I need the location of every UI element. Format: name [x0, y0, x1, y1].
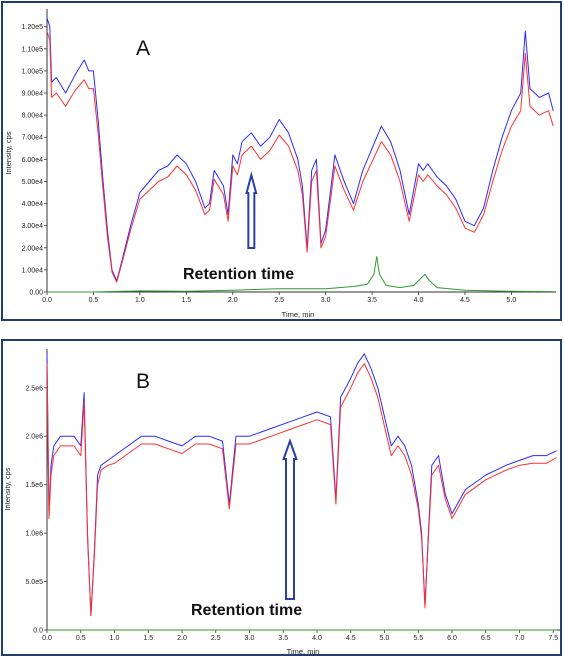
- x-tick-label: 6.0: [447, 635, 457, 642]
- y-tick-label: 1.20e5: [22, 24, 44, 31]
- y-tick-label: 5.0e5: [25, 579, 43, 586]
- x-tick-label: 6.5: [481, 635, 491, 642]
- x-tick-label: 3.5: [367, 297, 377, 304]
- chart-panel-b: B Retention time Time, min Intensity, cp…: [1, 339, 562, 656]
- x-tick-label: 4.5: [346, 635, 356, 642]
- y-tick-label: 3.00e4: [22, 223, 44, 230]
- y-tick-label: 7.00e4: [22, 135, 44, 142]
- y-axis-label-b: Intensity, cps: [3, 467, 12, 510]
- x-tick-label: 4.5: [460, 297, 470, 304]
- x-tick-label: 1.0: [135, 297, 145, 304]
- chart-b-svg: B Retention time Time, min Intensity, cp…: [3, 349, 560, 656]
- series-line-green-a: [47, 256, 554, 293]
- y-axis-label-a: Intensity, cps: [4, 131, 13, 174]
- y-tick-label: 0.00: [29, 290, 43, 297]
- y-tick-label: 1.5e6: [25, 482, 43, 489]
- x-tick-label: 5.0: [380, 635, 390, 642]
- x-tick-label: 3.0: [321, 297, 331, 304]
- panel-label-b: B: [136, 370, 150, 393]
- x-tick-label: 7.0: [515, 635, 525, 642]
- x-tick-label: 4.0: [414, 297, 424, 304]
- panel-label-a: A: [136, 37, 150, 60]
- x-tick-label: 5.5: [413, 635, 423, 642]
- x-tick-label: 0.5: [76, 635, 86, 642]
- chart-a-svg: A Retention time Time, min Intensity, cp…: [4, 9, 556, 319]
- series-line-red-b: [46, 363, 557, 616]
- x-tick-label: 5.0: [507, 297, 517, 304]
- series-line-blue-b: [46, 353, 557, 616]
- y-tick-label: 2.0e6: [25, 434, 43, 441]
- retention-time-arrow-a: [245, 171, 258, 249]
- x-tick-label: 3.5: [278, 635, 288, 642]
- y-tick-label: 1.10e5: [22, 46, 44, 53]
- x-tick-label: 2.5: [274, 297, 284, 304]
- retention-time-arrow-b: [282, 438, 298, 600]
- y-tick-label: 5.00e4: [22, 179, 44, 186]
- y-tick-label: 9.00e4: [22, 91, 44, 98]
- x-axis-label-a: Time, min: [282, 310, 315, 319]
- y-tick-label: 6.00e4: [22, 157, 44, 164]
- x-tick-label: 2.5: [211, 635, 221, 642]
- x-tick-label: 2.0: [228, 297, 238, 304]
- series-line-red-a: [46, 30, 554, 283]
- x-tick-label: 2.0: [177, 635, 187, 642]
- x-tick-label: 7.5: [548, 635, 558, 642]
- y-tick-label: 1.00e4: [22, 267, 44, 274]
- chart-panel-a: A Retention time Time, min Intensity, cp…: [1, 1, 562, 321]
- series-line-blue-a: [46, 17, 554, 282]
- x-tick-label: 0.5: [89, 297, 99, 304]
- y-tick-label: 2.00e4: [22, 245, 44, 252]
- y-tick-label: 1.00e5: [22, 68, 44, 75]
- x-tick-label: 0.0: [42, 635, 52, 642]
- x-tick-label: 1.5: [181, 297, 191, 304]
- y-tick-label: 8.00e4: [22, 113, 44, 120]
- retention-time-label-a: Retention time: [183, 266, 294, 283]
- x-tick-label: 1.5: [143, 635, 153, 642]
- y-tick-label: 4.00e4: [22, 201, 44, 208]
- y-tick-label: 0.0: [33, 628, 43, 635]
- y-tick-label: 1.0e6: [25, 531, 43, 538]
- x-tick-label: 0.0: [42, 297, 52, 304]
- x-tick-label: 4.0: [312, 635, 322, 642]
- retention-time-label-b: Retention time: [191, 602, 302, 619]
- x-axis-label-b: Time, min: [287, 647, 320, 656]
- x-tick-label: 3.0: [245, 635, 255, 642]
- y-tick-label: 2.5e6: [25, 385, 43, 392]
- x-tick-label: 1.0: [110, 635, 120, 642]
